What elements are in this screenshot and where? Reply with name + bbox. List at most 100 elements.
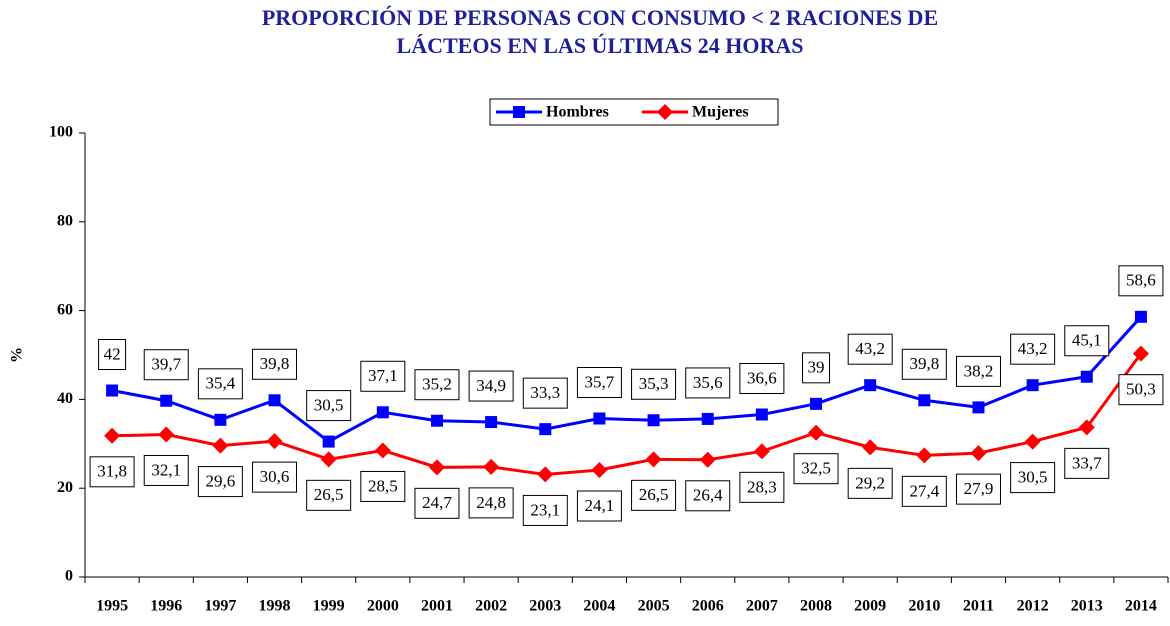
data-label-box bbox=[802, 352, 831, 384]
data-label-box bbox=[631, 368, 677, 400]
data-label: 50,3 bbox=[1126, 380, 1156, 399]
data-label: 30,5 bbox=[314, 395, 344, 414]
data-label-box bbox=[901, 475, 947, 507]
marker bbox=[430, 414, 443, 427]
line bbox=[111, 315, 1143, 444]
marker bbox=[753, 443, 770, 460]
marker bbox=[645, 451, 662, 468]
marker bbox=[862, 439, 879, 456]
data-label: 35,3 bbox=[639, 374, 669, 393]
data-label: 43,2 bbox=[1018, 339, 1048, 358]
marker bbox=[810, 397, 823, 410]
marker bbox=[160, 394, 173, 407]
data-label-box bbox=[522, 377, 568, 409]
x-tick-label: 2004 bbox=[583, 598, 615, 615]
x-tick-label: 2007 bbox=[746, 598, 778, 615]
data-label-box bbox=[1118, 374, 1164, 406]
data-label: 36,6 bbox=[747, 368, 777, 387]
x-tick-label: 1998 bbox=[259, 598, 291, 615]
data-label: 29,2 bbox=[855, 473, 885, 492]
data-label-box bbox=[793, 453, 839, 485]
data-label: 30,6 bbox=[260, 467, 290, 486]
data-label-box bbox=[252, 461, 298, 493]
marker bbox=[322, 435, 335, 448]
legend-label: Mujeres bbox=[692, 104, 749, 121]
marker bbox=[537, 466, 554, 483]
marker bbox=[374, 442, 391, 459]
data-label-box bbox=[739, 471, 785, 503]
data-label: 35,2 bbox=[422, 375, 452, 394]
data-label-box bbox=[306, 390, 352, 422]
data-label-box bbox=[468, 487, 514, 519]
data-label: 26,4 bbox=[693, 486, 723, 505]
y-tick-label: 0 bbox=[65, 568, 73, 585]
data-label-box bbox=[955, 355, 1001, 387]
marker bbox=[320, 451, 337, 468]
data-label-box bbox=[197, 466, 243, 498]
marker bbox=[593, 412, 606, 425]
data-label-box bbox=[1064, 447, 1110, 479]
marker bbox=[483, 458, 500, 475]
data-label-box bbox=[468, 370, 514, 402]
x-tick-label: 2008 bbox=[800, 598, 832, 615]
marker bbox=[647, 414, 660, 427]
data-label-box bbox=[685, 367, 731, 399]
data-label: 42 bbox=[104, 344, 121, 363]
data-label-box bbox=[143, 349, 189, 381]
data-label: 35,6 bbox=[693, 373, 723, 392]
marker bbox=[1134, 310, 1147, 323]
data-label-box bbox=[360, 360, 406, 392]
data-label: 32,5 bbox=[801, 459, 831, 478]
data-label: 27,4 bbox=[909, 481, 939, 500]
marker bbox=[591, 461, 608, 478]
marker bbox=[972, 401, 985, 414]
data-label-box bbox=[1010, 462, 1056, 494]
data-label-box bbox=[576, 490, 622, 522]
x-tick-label: 2014 bbox=[1125, 598, 1157, 615]
marker bbox=[916, 447, 933, 464]
data-label: 39,7 bbox=[151, 355, 181, 374]
data-label-box bbox=[414, 369, 460, 401]
marker bbox=[214, 413, 227, 426]
data-label-box bbox=[847, 467, 893, 499]
marker bbox=[864, 379, 877, 392]
data-label: 39,8 bbox=[260, 354, 290, 373]
data-label: 24,7 bbox=[422, 493, 452, 512]
data-label-box bbox=[89, 456, 135, 488]
data-label: 24,8 bbox=[476, 493, 506, 512]
marker bbox=[376, 406, 389, 419]
data-label: 26,5 bbox=[314, 485, 344, 504]
data-label: 34,9 bbox=[476, 376, 506, 395]
marker bbox=[699, 451, 716, 468]
data-label: 35,7 bbox=[585, 372, 615, 391]
data-label-box bbox=[901, 348, 947, 380]
data-label: 30,5 bbox=[1018, 467, 1048, 486]
data-label: 38,2 bbox=[964, 361, 994, 380]
marker bbox=[1080, 370, 1093, 383]
marker bbox=[104, 427, 121, 444]
data-label: 28,5 bbox=[368, 476, 398, 495]
chart-title: LÁCTEOS EN LAS ÚLTIMAS 24 HORAS bbox=[397, 33, 804, 58]
y-tick-label: 100 bbox=[49, 124, 73, 141]
marker bbox=[1026, 379, 1039, 392]
data-label: 37,1 bbox=[368, 366, 398, 385]
y-axis-label: % bbox=[9, 347, 26, 363]
data-label: 31,8 bbox=[97, 462, 127, 481]
data-label-box bbox=[252, 348, 298, 380]
marker bbox=[1078, 419, 1095, 436]
marker bbox=[970, 445, 987, 462]
data-label: 27,9 bbox=[964, 479, 994, 498]
x-tick-label: 2013 bbox=[1071, 598, 1103, 615]
x-tick-label: 2010 bbox=[908, 598, 940, 615]
x-tick-label: 2000 bbox=[367, 598, 399, 615]
x-tick-label: 2012 bbox=[1017, 598, 1049, 615]
data-label-box bbox=[1118, 265, 1164, 297]
x-tick-label: 2002 bbox=[475, 598, 507, 615]
data-label: 32,1 bbox=[151, 460, 181, 479]
data-label-box bbox=[739, 362, 785, 394]
data-label: 29,6 bbox=[206, 471, 236, 490]
marker bbox=[808, 424, 825, 441]
data-label-box bbox=[1010, 333, 1056, 365]
y-tick-label: 60 bbox=[57, 301, 73, 318]
